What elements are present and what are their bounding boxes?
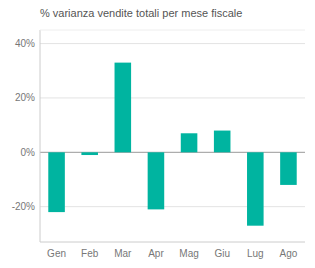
grid-line: [40, 43, 305, 44]
grid-line: [40, 206, 305, 207]
x-tick-label: Lug: [247, 248, 264, 259]
grid-line: [40, 97, 305, 98]
bar: [181, 133, 198, 152]
x-tick-label: Giu: [214, 248, 230, 259]
y-tick-label: 0%: [21, 147, 36, 158]
bar: [81, 152, 98, 155]
y-tick-label: -20%: [12, 201, 35, 212]
y-tick-label: 20%: [15, 92, 35, 103]
x-tick-label: Ago: [280, 248, 298, 259]
y-tick-label: 40%: [15, 38, 35, 49]
bars: [48, 63, 296, 226]
bar: [247, 152, 264, 225]
bar: [148, 152, 165, 209]
x-axis-line: [40, 242, 305, 243]
x-tick-label: Mar: [114, 248, 132, 259]
plot-top-edge: [40, 30, 305, 31]
x-tick-label: Mag: [179, 248, 198, 259]
grid: [40, 44, 305, 207]
chart-svg: % varianza vendite totali per mese fisca…: [0, 0, 315, 268]
bar: [48, 152, 65, 212]
chart-container: % varianza vendite totali per mese fisca…: [0, 0, 315, 268]
zero-line: [40, 152, 305, 153]
x-tick-label: Gen: [47, 248, 66, 259]
bar: [280, 152, 297, 185]
x-tick-label: Feb: [81, 248, 99, 259]
x-axis: Gen Feb Mar Apr Mag Giu Lug Ago: [47, 248, 298, 259]
bar: [115, 63, 132, 153]
y-axis: -20% 0% 20% 40%: [12, 30, 305, 242]
x-tick-label: Apr: [148, 248, 164, 259]
bar: [214, 131, 231, 153]
y-axis-line: [40, 30, 41, 242]
chart-title: % varianza vendite totali per mese fisca…: [40, 7, 242, 19]
